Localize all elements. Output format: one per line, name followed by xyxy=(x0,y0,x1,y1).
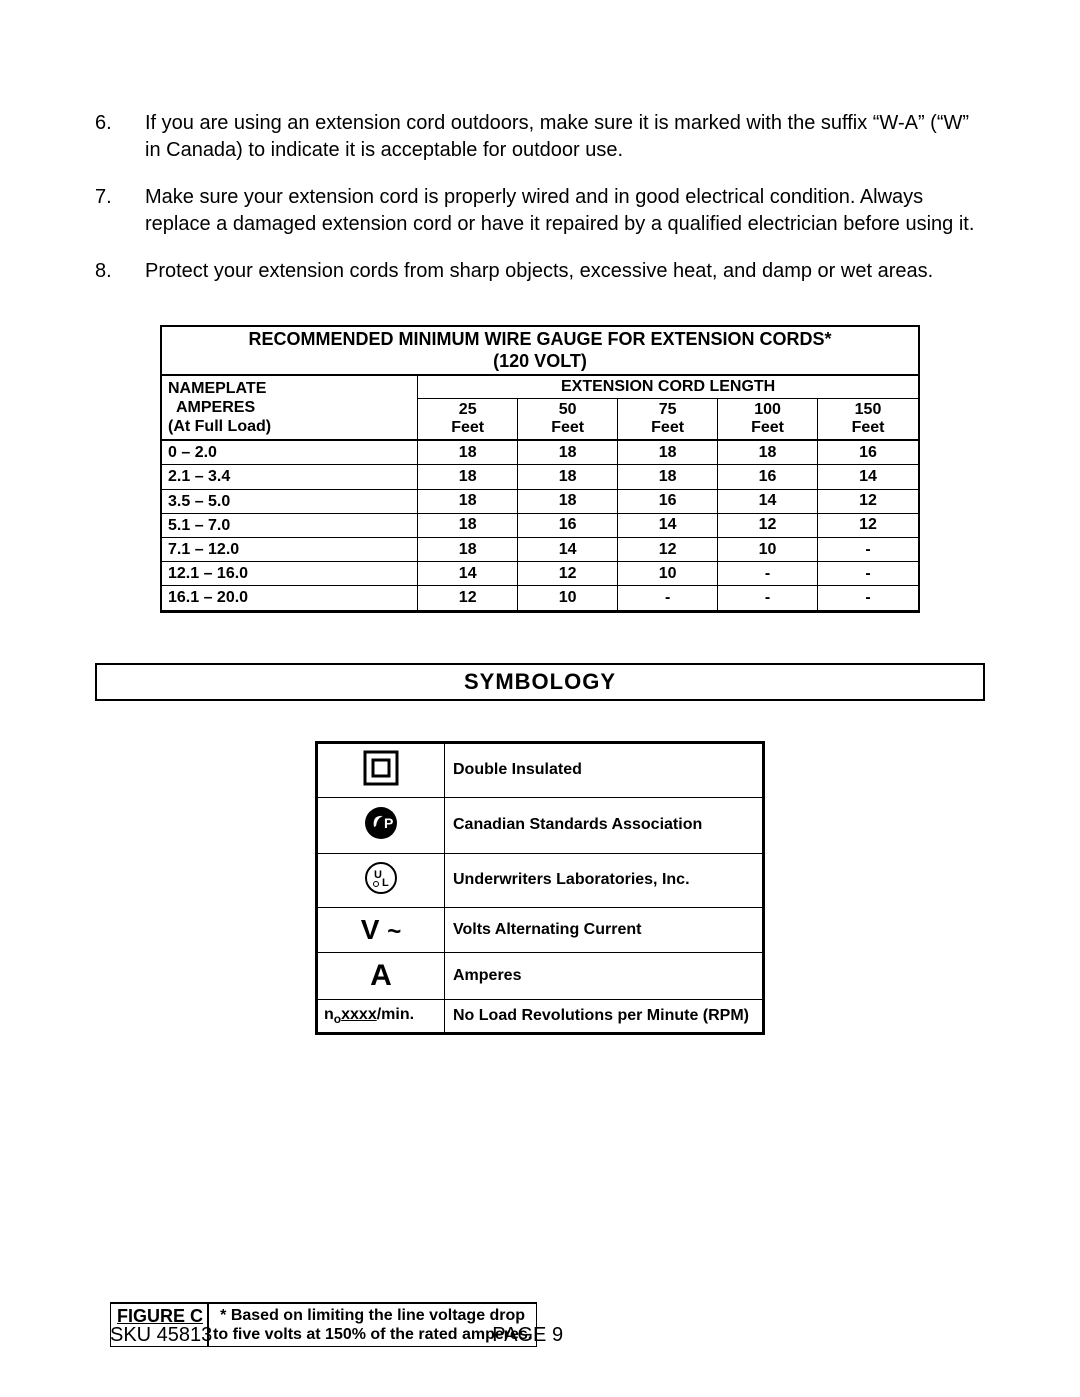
symbology-table: Double Insulated P Canadian Standards As… xyxy=(315,741,765,1035)
sym-label: Double Insulated xyxy=(445,742,764,797)
table-note-1: * Based on limiting the line voltage dro… xyxy=(220,1307,525,1324)
table-row: V ~ Volts Alternating Current xyxy=(317,907,764,952)
sym-label: Underwriters Laboratories, Inc. xyxy=(445,853,764,907)
sym-label: Amperes xyxy=(445,952,764,999)
csa-icon: P xyxy=(317,797,445,853)
svg-text:L: L xyxy=(382,877,389,889)
item-number: 8. xyxy=(95,258,145,285)
sym-label: No Load Revolutions per Minute (RPM) xyxy=(445,999,764,1033)
double-insulated-icon xyxy=(317,742,445,797)
table-row: 5.1 – 7.01816141212 xyxy=(161,513,919,537)
item-number: 6. xyxy=(95,110,145,164)
col-25: 25Feet xyxy=(418,399,518,441)
table-row: A Amperes xyxy=(317,952,764,999)
table-row: Double Insulated xyxy=(317,742,764,797)
item-text: Make sure your extension cord is properl… xyxy=(145,184,985,238)
amperes-icon: A xyxy=(317,952,445,999)
svg-text:U: U xyxy=(374,869,382,881)
page-footer: SKU 45813 PAGE 9 xyxy=(110,1324,970,1347)
item-number: 7. xyxy=(95,184,145,238)
item-text: Protect your extension cords from sharp … xyxy=(145,258,985,285)
list-item: 6. If you are using an extension cord ou… xyxy=(95,110,985,164)
col-75: 75Feet xyxy=(618,399,718,441)
table-row: 16.1 – 20.01210--- xyxy=(161,586,919,610)
vac-icon: V ~ xyxy=(317,907,445,952)
nameplate-2: AMPERES xyxy=(176,399,255,416)
ext-cord-length-header: EXTENSION CORD LENGTH xyxy=(418,375,919,399)
nameplate-3: (At Full Load) xyxy=(168,418,271,435)
table-title-1: RECOMMENDED MINIMUM WIRE GAUGE FOR EXTEN… xyxy=(248,329,831,349)
table-row: 7.1 – 12.018141210- xyxy=(161,537,919,561)
ul-icon: U L xyxy=(317,853,445,907)
symbology-header: SYMBOLOGY xyxy=(95,663,985,701)
col-50: 50Feet xyxy=(518,399,618,441)
table-row: 0 – 2.01818181816 xyxy=(161,440,919,465)
table-row: noxxxx/min. No Load Revolutions per Minu… xyxy=(317,999,764,1033)
table-title-2: (120 VOLT) xyxy=(493,351,587,371)
col-100: 100Feet xyxy=(718,399,818,441)
list-item: 8. Protect your extension cords from sha… xyxy=(95,258,985,285)
table-row: 12.1 – 16.0141210-- xyxy=(161,562,919,586)
item-text: If you are using an extension cord outdo… xyxy=(145,110,985,164)
page-number: PAGE 9 xyxy=(492,1324,563,1347)
sku-label: SKU 45813 xyxy=(110,1324,212,1347)
sym-label: Canadian Standards Association xyxy=(445,797,764,853)
table-row: P Canadian Standards Association xyxy=(317,797,764,853)
table-row: U L Underwriters Laboratories, Inc. xyxy=(317,853,764,907)
table-row: 3.5 – 5.01818161412 xyxy=(161,489,919,513)
table-row: 2.1 – 3.41818181614 xyxy=(161,465,919,489)
sym-label: Volts Alternating Current xyxy=(445,907,764,952)
col-150: 150Feet xyxy=(818,399,919,441)
nameplate-1: NAMEPLATE xyxy=(168,380,266,397)
instruction-list: 6. If you are using an extension cord ou… xyxy=(95,110,985,285)
manual-page: 6. If you are using an extension cord ou… xyxy=(0,0,1080,1397)
wire-gauge-table: RECOMMENDED MINIMUM WIRE GAUGE FOR EXTEN… xyxy=(160,325,920,613)
list-item: 7. Make sure your extension cord is prop… xyxy=(95,184,985,238)
svg-text:P: P xyxy=(384,815,393,831)
no-load-icon: noxxxx/min. xyxy=(317,999,445,1033)
